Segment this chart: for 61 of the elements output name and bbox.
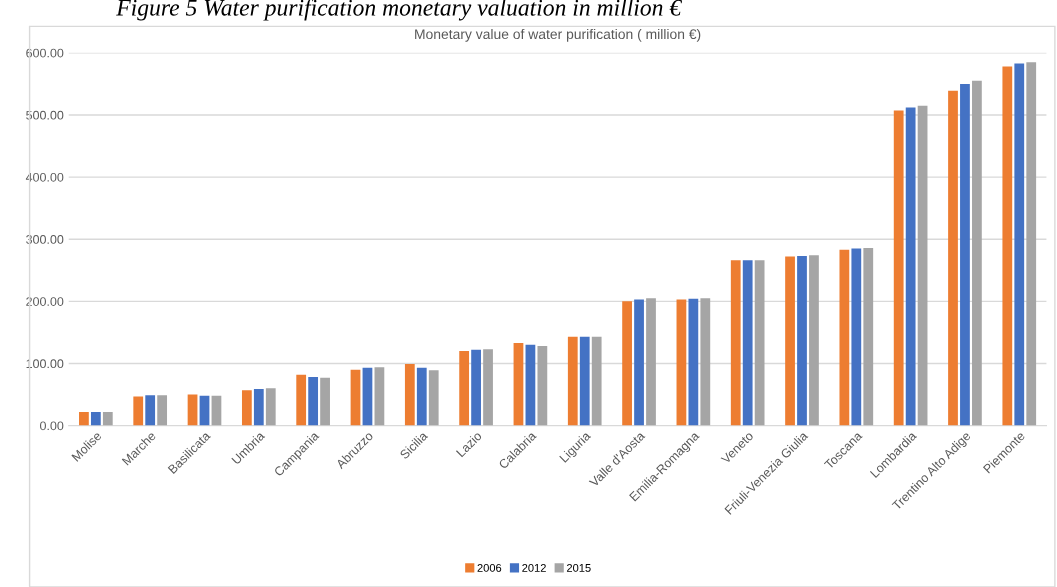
bar [809,255,819,426]
bar [145,395,156,426]
bar [525,344,536,426]
bar [863,247,874,426]
bar [676,299,687,426]
bar [742,260,753,426]
y-tick-label: 600.00 [26,48,64,58]
bar [350,369,361,426]
bar [730,260,741,426]
bar [102,411,113,426]
bar [622,301,632,426]
bar [917,105,928,426]
bar [839,249,850,426]
bar [634,299,644,426]
bar [253,388,264,426]
bar [646,298,656,426]
bar [320,377,330,426]
bar [265,388,276,426]
bar [688,298,699,426]
bar [362,367,373,426]
bar [374,367,385,426]
bar [404,364,415,426]
bar [79,411,89,426]
bar [567,336,578,426]
y-tick-label: 200.00 [26,297,64,306]
bar [513,342,524,426]
legend-label: 2006 [477,564,502,572]
chart-title: Monetary value of water purification ( million €) [415,28,701,42]
bar [428,370,439,426]
bar [416,367,427,426]
bar [133,396,144,426]
bar [579,336,590,426]
bar [90,411,101,426]
bar [851,248,862,426]
bar [797,255,807,426]
bar [459,351,470,426]
bar [241,390,252,426]
bar [948,90,958,426]
bar [905,107,916,426]
y-tick-label: 0.00 [40,421,64,431]
bar [785,256,795,426]
bar [1002,66,1013,426]
y-tick-label: 500.00 [26,110,64,120]
bar [1026,62,1037,426]
bar [537,346,548,426]
bar [1014,63,1025,426]
bar [308,377,319,426]
bar [972,80,982,426]
bar [471,349,481,426]
y-tick-label: 300.00 [26,235,64,244]
bar [960,83,970,426]
bar [591,336,602,426]
bar [483,349,493,426]
bar [700,298,711,426]
y-tick-label: 400.00 [25,172,64,182]
bar [893,110,904,426]
legend-label: 2015 [566,564,591,572]
bar [157,395,168,426]
bar [296,374,307,426]
bar [754,260,765,426]
legend-label: 2012 [522,564,546,572]
